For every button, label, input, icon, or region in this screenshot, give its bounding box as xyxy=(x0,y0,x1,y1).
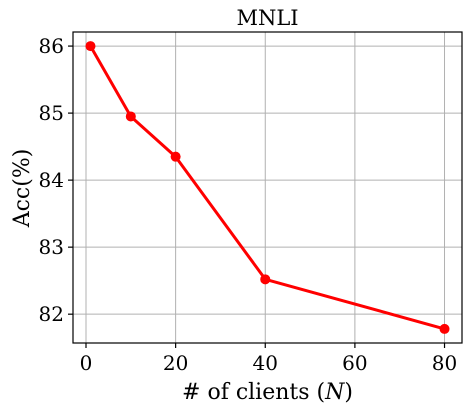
chart-title: MNLI xyxy=(236,6,298,30)
data-point xyxy=(170,151,181,162)
y-tick-label: 83 xyxy=(39,235,64,259)
series-layer xyxy=(85,41,450,334)
y-tick-label: 82 xyxy=(39,302,64,326)
data-point xyxy=(260,274,271,285)
y-tick-label: 85 xyxy=(39,101,64,125)
x-tick-label: 0 xyxy=(80,351,93,375)
x-tick-label: 60 xyxy=(342,351,367,375)
data-point xyxy=(125,111,136,122)
data-point xyxy=(439,323,450,334)
y-tick-label: 84 xyxy=(39,168,64,192)
plot-frame xyxy=(72,31,463,344)
x-tick-label: 40 xyxy=(253,351,278,375)
x-axis-label-suffix: ) xyxy=(344,380,353,405)
series-line xyxy=(89,45,445,331)
x-tick-label: 20 xyxy=(163,351,188,375)
grid-layer xyxy=(73,32,462,343)
x-axis-label: # of clients (N) xyxy=(182,380,353,405)
tick-layer: 0 20 40 60 80 82 83 84 85 86 xyxy=(39,34,458,375)
x-tick-label: 80 xyxy=(432,351,457,375)
y-tick-label: 86 xyxy=(39,34,64,58)
x-axis-label-variable: N xyxy=(324,380,345,405)
x-axis-label-prefix: # of clients ( xyxy=(182,380,325,405)
y-axis-label: Acc(%) xyxy=(10,149,35,229)
data-point xyxy=(85,41,96,52)
